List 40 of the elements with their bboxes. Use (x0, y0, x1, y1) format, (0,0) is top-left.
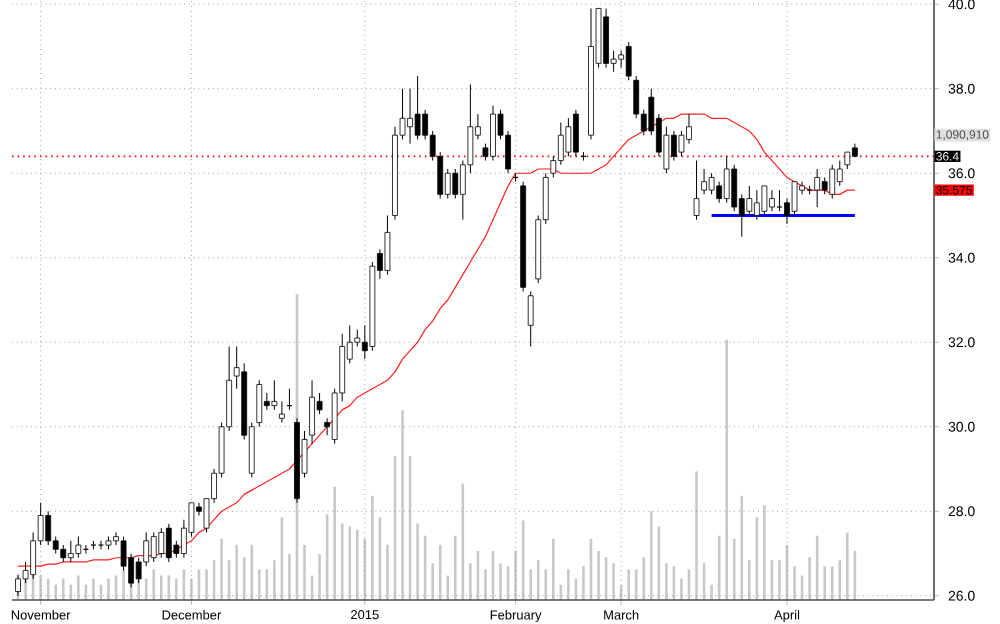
candlestick (746, 185, 753, 216)
candlestick (829, 164, 836, 200)
candlestick (407, 88, 413, 145)
candlestick (45, 510, 52, 546)
candlestick (75, 536, 82, 559)
candlestick (527, 291, 534, 347)
candlestick (165, 523, 172, 563)
candlestick (686, 113, 692, 145)
candlestick (708, 172, 715, 195)
candlestick (603, 7, 609, 69)
candlestick (663, 126, 670, 174)
candlestick (67, 540, 74, 563)
candlestick (791, 181, 798, 216)
candlestick (814, 168, 821, 208)
candlestick (769, 189, 775, 212)
candlestick (256, 379, 263, 428)
candlestick (557, 122, 564, 166)
candlestick (761, 185, 768, 216)
candlestick (776, 189, 783, 212)
candlestick (414, 75, 421, 140)
candlestick (279, 400, 285, 424)
candlestick (97, 540, 105, 550)
candlestick (565, 117, 572, 157)
candlestick (15, 574, 21, 597)
candlestick (731, 164, 738, 212)
candlestick (753, 189, 760, 221)
candlestick (723, 155, 730, 204)
candlestick (271, 379, 278, 411)
candlestick (573, 109, 579, 157)
candlestick (671, 130, 677, 162)
candlestick (452, 168, 459, 200)
candlestick (836, 160, 843, 187)
candlestick (618, 50, 625, 69)
candlestick (384, 214, 391, 276)
candlestick (490, 105, 496, 162)
candlestick (150, 531, 157, 563)
candlestick (158, 527, 165, 559)
candlestick (625, 41, 632, 81)
candlestick (701, 168, 707, 195)
candlestick (693, 160, 700, 221)
